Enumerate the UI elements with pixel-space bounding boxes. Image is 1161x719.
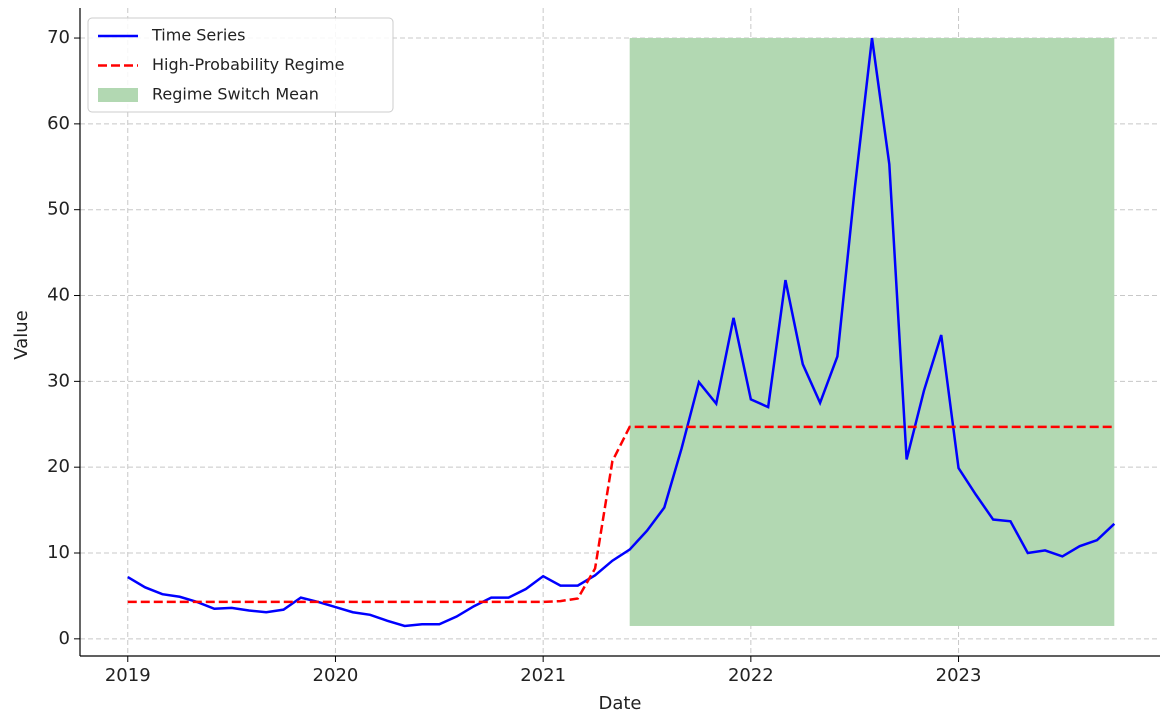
y-tick-label: 30	[47, 370, 70, 391]
regime-span	[629, 38, 1115, 626]
y-tick-label: 20	[47, 456, 70, 477]
legend-label: Time Series	[151, 26, 245, 45]
y-tick-label: 50	[47, 199, 70, 220]
legend-box	[87, 17, 394, 113]
x-tick-label: 2021	[520, 665, 566, 686]
x-tick-label: 2019	[105, 665, 151, 686]
x-tick-label: 2022	[728, 665, 774, 686]
y-tick-label: 40	[47, 285, 70, 306]
x-axis-label: Date	[598, 693, 641, 714]
x-tick-label: 2023	[936, 665, 982, 686]
y-tick-label: 60	[47, 113, 70, 134]
y-tick-label: 70	[47, 27, 70, 48]
y-tick-label: 0	[59, 628, 70, 649]
y-tick-label: 10	[47, 542, 70, 563]
x-tick-label: 2020	[313, 665, 359, 686]
series-line	[127, 37, 1116, 628]
legend-swatch	[98, 88, 138, 102]
y-axis-label: Value	[11, 310, 32, 359]
legend: Time Series High-Probability Regime Regime…	[87, 17, 394, 113]
series-line	[127, 425, 1115, 604]
legend-label: Regime Switch Mean	[152, 85, 319, 104]
legend-label: High-Probability Regime	[152, 55, 344, 74]
